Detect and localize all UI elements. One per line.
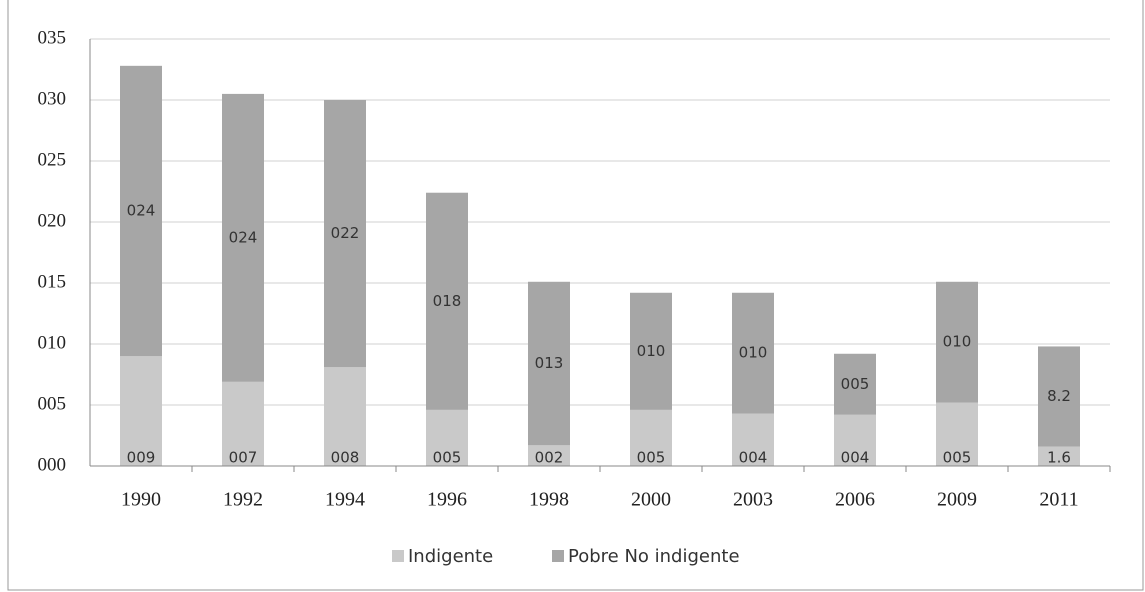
y-tick-label: 025 [38, 149, 67, 170]
value-label: 018 [433, 292, 462, 310]
value-label: 005 [841, 375, 870, 393]
x-tick-label: 2006 [835, 489, 875, 511]
value-label: 010 [739, 344, 768, 362]
bar-segment [222, 93, 264, 382]
x-tick-label: 1994 [325, 489, 365, 511]
bar-segment [528, 281, 570, 446]
legend-label: Indigente [408, 546, 493, 567]
y-tick-label: 010 [38, 332, 67, 353]
value-label: 005 [433, 449, 462, 467]
x-tick-label: 2011 [1039, 489, 1078, 511]
value-label: 007 [229, 449, 258, 467]
bar-segment [528, 445, 570, 466]
y-tick-label: 000 [38, 454, 67, 475]
bar-segment [630, 292, 672, 410]
value-label: 004 [739, 449, 768, 467]
value-label: 005 [637, 449, 666, 467]
value-label: 008 [331, 449, 360, 467]
y-tick-label: 035 [38, 27, 67, 48]
value-label: 004 [841, 449, 870, 467]
bar-segment [630, 409, 672, 466]
y-tick-label: 030 [38, 88, 67, 109]
y-tick-label: 005 [38, 393, 67, 414]
x-tick-label: 1996 [427, 489, 467, 511]
bar-segment [1038, 346, 1080, 447]
bar-segment [1038, 446, 1080, 466]
x-tick-label: 1992 [223, 489, 263, 511]
value-label: 022 [331, 224, 360, 242]
x-tick-label: 2000 [631, 489, 671, 511]
x-tick-label: 1998 [529, 489, 569, 511]
value-label: 009 [127, 449, 156, 467]
bar-segment [426, 409, 468, 466]
x-tick-label: 2003 [733, 489, 773, 511]
bar-segment [834, 353, 876, 415]
legend-swatch [552, 550, 564, 562]
bar-segment [732, 292, 774, 414]
bar-segment [426, 192, 468, 410]
x-tick-label: 1990 [121, 489, 161, 511]
value-label: 024 [229, 228, 258, 246]
value-label: 013 [535, 354, 564, 372]
value-label: 002 [535, 449, 564, 467]
legend-label: Pobre No indigente [568, 546, 740, 567]
bar-segment [936, 281, 978, 403]
x-tick-label: 2009 [937, 489, 977, 511]
value-label: 024 [127, 202, 156, 220]
bar-segment [324, 100, 366, 368]
bar-segment [834, 414, 876, 466]
bar-segment [120, 65, 162, 357]
bar-segment [936, 402, 978, 466]
y-tick-label: 020 [38, 210, 67, 231]
bar-segment [120, 356, 162, 466]
value-label: 005 [943, 449, 972, 467]
value-label: 010 [943, 333, 972, 351]
bar-segment [222, 381, 264, 466]
value-label: 1.6 [1047, 449, 1071, 467]
legend-swatch [392, 550, 404, 562]
y-tick-label: 015 [38, 271, 67, 292]
value-label: 010 [637, 342, 666, 360]
value-label: 8.2 [1047, 387, 1071, 405]
bar-segment [324, 367, 366, 466]
bar-segment [732, 413, 774, 466]
